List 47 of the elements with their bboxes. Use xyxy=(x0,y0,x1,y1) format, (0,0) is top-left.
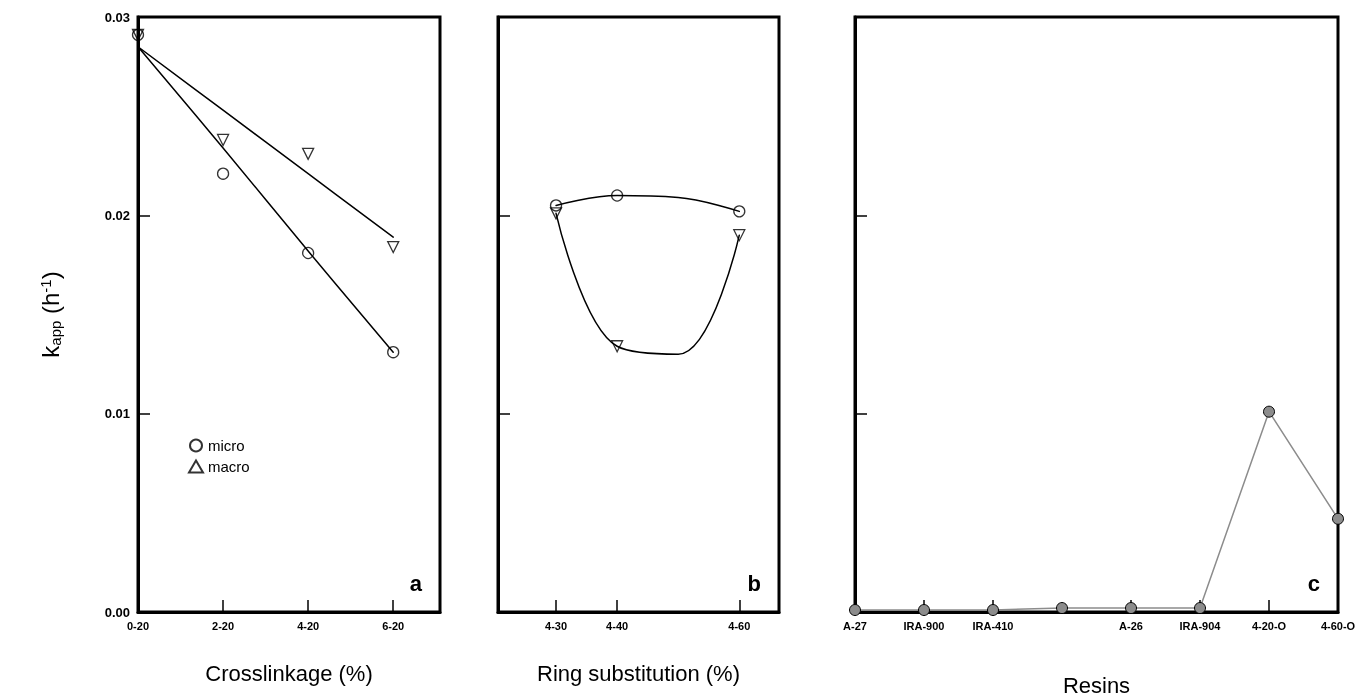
point xyxy=(849,604,861,617)
point xyxy=(733,205,746,218)
point xyxy=(1263,405,1275,418)
point xyxy=(387,240,400,254)
x-tick-label: 4-60 xyxy=(728,619,751,632)
point xyxy=(610,340,624,353)
point xyxy=(387,346,400,359)
y-tick-label: 0.03 xyxy=(104,9,130,25)
point xyxy=(918,604,930,617)
x-tick-label: 0-20 xyxy=(126,619,150,632)
x-tick-label: 4-20 xyxy=(297,619,320,632)
point xyxy=(1056,602,1068,615)
point xyxy=(216,133,230,147)
point xyxy=(216,167,230,180)
annotation: b xyxy=(747,570,762,596)
x-tick-label: IRA-904 xyxy=(1179,619,1222,632)
x-tick-label: IRA-410 xyxy=(972,619,1014,632)
point xyxy=(987,604,999,617)
x-tick-label: 4-60-O xyxy=(1320,619,1356,632)
x-tick-label: 2-20 xyxy=(212,619,235,632)
point xyxy=(610,189,624,202)
point xyxy=(302,246,315,260)
annotation: a xyxy=(409,570,423,596)
x-tick-label: A-26 xyxy=(1119,619,1143,632)
x-tick-label: 4-40 xyxy=(606,619,629,632)
x-axis-title: Resins xyxy=(1062,672,1131,697)
point xyxy=(1194,602,1206,615)
x-tick-label: IRA-900 xyxy=(903,619,945,632)
point xyxy=(733,229,746,242)
x-tick-label: 4-20-O xyxy=(1251,619,1287,632)
point xyxy=(1125,602,1137,615)
point xyxy=(1332,512,1344,525)
point xyxy=(549,199,563,212)
y-axis-title: kapp (h-1) xyxy=(37,271,64,358)
x-axis-title: Crosslinkage (%) xyxy=(205,660,373,686)
annotation: c xyxy=(1307,570,1321,596)
y-tick-label: 0.02 xyxy=(104,207,130,223)
y-tick-label: 0.01 xyxy=(104,406,130,422)
y-tick-label: 0.00 xyxy=(104,604,130,620)
point xyxy=(301,147,315,160)
x-tick-label: 6-20 xyxy=(382,619,405,632)
legend-label: macro xyxy=(208,458,250,475)
point xyxy=(549,207,563,220)
x-tick-label: A-27 xyxy=(843,619,867,632)
x-axis-title: Ring substitution (%) xyxy=(537,660,740,686)
legend-label: micro xyxy=(208,437,245,454)
x-tick-label: 4-30 xyxy=(545,619,568,632)
